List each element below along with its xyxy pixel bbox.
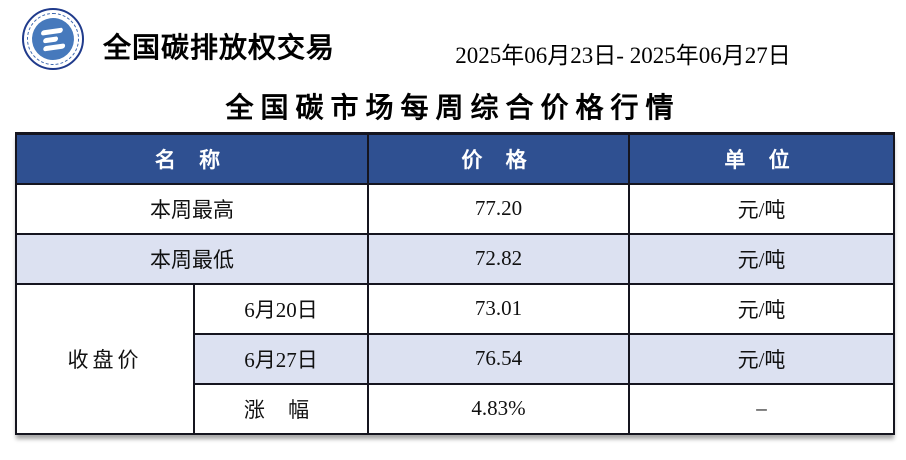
change-rate-unit: – (628, 382, 895, 435)
closing-0620-unit: 元/吨 (628, 282, 895, 335)
cea-emblem-icon (22, 8, 84, 70)
page-title: 全国碳市场每周综合价格行情 (225, 93, 681, 124)
brand-row: 全国碳排放权交易 2025年06月23日- 2025年06月27日 (0, 0, 906, 80)
table-row-closing-0620: 收盘价 6月20日 73.01 元/吨 (15, 282, 895, 435)
week-low-name: 本周最低 (15, 232, 369, 285)
change-rate-price: 4.83% (367, 382, 630, 435)
closing-0627-unit: 元/吨 (628, 332, 895, 385)
brand-name: 全国碳排放权交易 (103, 32, 336, 63)
table-row-week-low: 本周最低 72.82 元/吨 (15, 232, 895, 285)
table-row-closing-0627: 6月27日 76.54 元/吨 (16, 332, 895, 385)
table-row-change-rate: 涨 幅 4.83% – (16, 382, 895, 435)
closing-0627-name: 6月27日 (193, 332, 369, 385)
column-header-unit: 单 位 (628, 132, 895, 185)
week-low-price: 72.82 (367, 232, 630, 285)
closing-0620-price: 73.01 (367, 282, 630, 335)
week-high-unit: 元/吨 (628, 182, 895, 235)
week-high-price: 77.20 (367, 182, 630, 235)
date-range: 2025年06月23日- 2025年06月27日 (455, 43, 791, 68)
closing-0620-name: 6月20日 (193, 282, 369, 335)
logo-bar-bottom (42, 42, 66, 52)
week-high-name: 本周最高 (15, 182, 369, 235)
table-header-row: 名 称 价 格 单 位 (15, 132, 895, 185)
table-row-week-high: 本周最高 77.20 元/吨 (15, 182, 895, 235)
week-low-unit: 元/吨 (628, 232, 895, 285)
closing-price-label: 收盘价 (15, 282, 195, 435)
closing-0627-price: 76.54 (367, 332, 630, 385)
logo-bar-top (40, 26, 64, 36)
column-header-price: 价 格 (367, 132, 630, 185)
logo-text-ring (27, 13, 79, 65)
weekly-price-table: 名 称 价 格 单 位 本周最高 77.20 元/吨 本周最低 72.82 元/… (15, 132, 895, 435)
logo-mark (29, 15, 77, 63)
logo-bar-middle (42, 35, 58, 44)
column-header-name: 名 称 (15, 132, 369, 185)
change-rate-name: 涨 幅 (193, 382, 369, 435)
